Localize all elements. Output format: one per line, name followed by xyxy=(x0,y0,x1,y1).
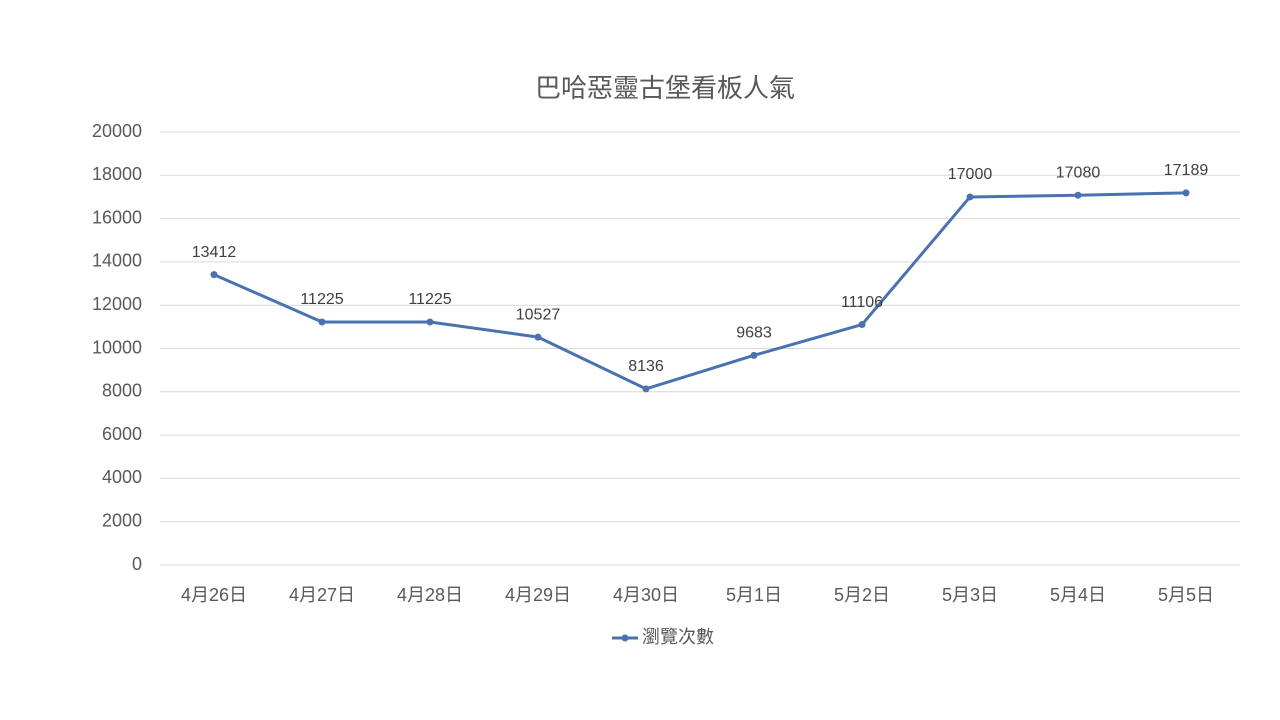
y-tick-label: 10000 xyxy=(92,337,142,357)
y-tick-label: 8000 xyxy=(102,381,142,401)
data-point xyxy=(210,271,218,279)
x-tick-label: 4月27日 xyxy=(289,585,355,605)
data-label: 13412 xyxy=(192,244,237,261)
data-label: 17080 xyxy=(1056,164,1101,181)
x-tick-label: 5月3日 xyxy=(942,585,998,605)
data-label: 10527 xyxy=(516,306,561,323)
legend-marker xyxy=(621,634,629,642)
x-tick-label: 4月28日 xyxy=(397,585,463,605)
y-tick-label: 16000 xyxy=(92,207,142,227)
x-tick-label: 5月1日 xyxy=(726,585,782,605)
data-point xyxy=(642,385,650,393)
y-tick-label: 4000 xyxy=(102,467,142,487)
data-point xyxy=(318,318,326,326)
data-label: 11225 xyxy=(300,291,343,308)
y-tick-label: 20000 xyxy=(92,121,142,141)
line-series xyxy=(213,191,1187,391)
y-tick-label: 14000 xyxy=(92,251,142,271)
y-tick-label: 6000 xyxy=(102,424,142,444)
x-tick-label: 4月30日 xyxy=(613,585,679,605)
x-tick-label: 4月26日 xyxy=(181,585,247,605)
y-tick-label: 0 xyxy=(132,554,142,574)
y-tick-label: 2000 xyxy=(102,510,142,530)
chart-title: 巴哈惡靈古堡看板人氣 xyxy=(535,73,795,103)
data-label: 8136 xyxy=(628,358,664,375)
data-point xyxy=(534,333,542,341)
y-tick-label: 12000 xyxy=(92,294,142,314)
data-label: 17189 xyxy=(1164,162,1209,179)
data-label: 11106 xyxy=(841,294,883,311)
data-point xyxy=(966,193,974,201)
data-label: 11225 xyxy=(408,291,451,308)
x-tick-label: 4月29日 xyxy=(505,585,571,605)
data-point xyxy=(1182,189,1190,197)
legend-label: 瀏覽次數 xyxy=(642,627,714,647)
data-point xyxy=(750,351,758,359)
y-tick-label: 18000 xyxy=(92,164,142,184)
x-tick-label: 5月2日 xyxy=(834,585,890,605)
data-point xyxy=(426,318,434,326)
data-point xyxy=(858,321,866,329)
x-tick-label: 5月4日 xyxy=(1050,585,1106,605)
x-tick-label: 5月5日 xyxy=(1158,585,1214,605)
data-point xyxy=(1074,191,1082,199)
data-label: 9683 xyxy=(736,325,772,342)
data-label: 17000 xyxy=(948,166,993,183)
